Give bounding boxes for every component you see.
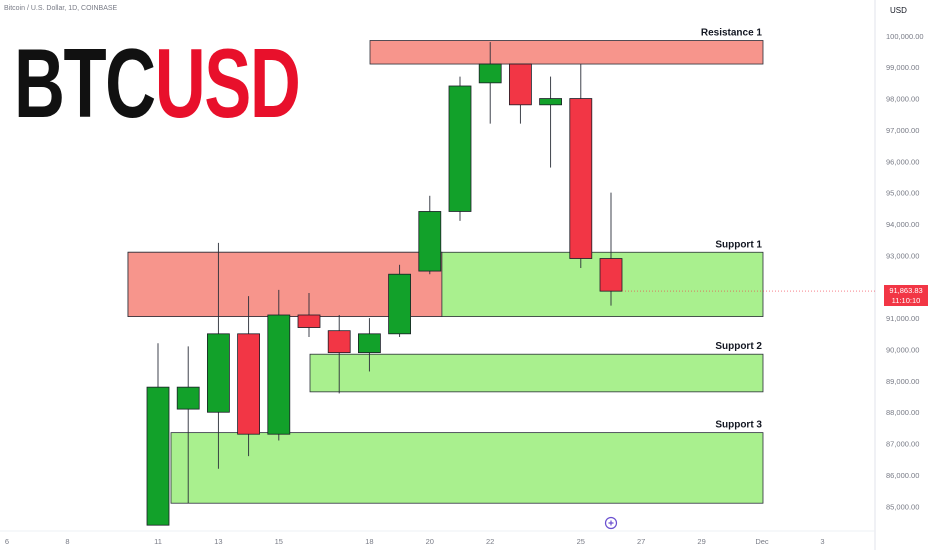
x-tick-label: 15 [275,537,283,546]
y-tick-label: 91,000.00 [886,314,919,323]
y-tick-label: 86,000.00 [886,471,919,480]
y-tick-label: 93,000.00 [886,251,919,260]
btcusd-logo: BTCUSD [14,34,301,132]
y-tick-label: 85,000.00 [886,502,919,511]
last-price-label: 91,863.83 11:10:10 [884,285,928,306]
zone-label-support2: Support 2 [715,341,762,352]
candle-12[interactable] [508,63,532,106]
currency-selector[interactable]: USD [890,6,907,15]
x-tick-label: 25 [577,537,585,546]
y-tick-label: 98,000.00 [886,95,919,104]
candle-4[interactable] [267,314,291,435]
candle-1[interactable] [176,386,200,410]
zone-label-resistance1: Resistance 1 [701,28,763,39]
candle-13[interactable] [539,98,562,106]
y-tick-label: 95,000.00 [886,189,919,198]
zone-label-support1: Support 1 [715,239,762,250]
x-tick-label: 20 [426,537,434,546]
x-tick-label: 8 [65,537,69,546]
last-price-value: 91,863.83 [889,286,923,295]
y-tick-label: 89,000.00 [886,377,919,386]
bar-countdown: 11:10:10 [891,295,921,305]
zone-resistance-1 [369,40,764,65]
candle-8[interactable] [388,273,412,335]
symbol-title: Bitcoin / U.S. Dollar, 1D, COINBASE [4,5,118,12]
candle-14[interactable] [569,98,593,259]
candle-2[interactable] [206,333,230,413]
y-tick-label: 94,000.00 [886,220,919,229]
x-tick-label: 11 [154,537,162,546]
zone-support-2 [309,353,764,393]
y-tick-label: 99,000.00 [886,63,919,72]
logo-part-usd: USD [154,28,301,138]
candle-3[interactable] [237,333,261,435]
candle-15[interactable] [599,258,623,292]
y-tick-label: 96,000.00 [886,157,919,166]
y-tick-label: 100,000.00 [886,32,924,41]
candle-11[interactable] [478,63,502,84]
candle-7[interactable] [357,333,381,354]
candle-10[interactable] [448,85,472,212]
x-tick-label: 29 [697,537,705,546]
x-tick-label: 13 [214,537,222,546]
x-tick-label: 27 [637,537,645,546]
x-tick-label: 18 [365,537,373,546]
candle-5[interactable] [297,314,321,328]
zone-label-support3: Support 3 [715,420,762,431]
candle-9[interactable] [418,211,442,272]
logo-part-btc: BTC [14,28,156,138]
x-tick-label: 6 [5,537,9,546]
y-tick-label: 97,000.00 [886,126,919,135]
y-tick-label: 88,000.00 [886,408,919,417]
candle-0[interactable] [146,386,170,526]
plus-glyph-icon [608,520,614,526]
y-tick-label: 90,000.00 [886,346,919,355]
x-tick-label: 22 [486,537,494,546]
x-tick-label: 3 [820,537,824,546]
y-tick-label: 87,000.00 [886,440,919,449]
candle-6[interactable] [327,330,351,354]
zone-support-3 [170,432,764,504]
x-tick-label: Dec [755,537,769,546]
